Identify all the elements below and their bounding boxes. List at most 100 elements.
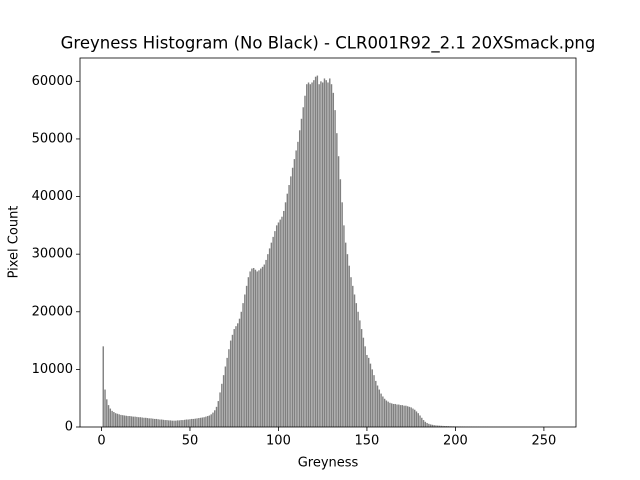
bar [321, 82, 324, 428]
bar [392, 403, 395, 427]
bar [185, 419, 188, 427]
bar [162, 419, 165, 427]
bar [314, 76, 317, 427]
bar [242, 303, 244, 427]
bar [435, 425, 437, 427]
bar [297, 141, 299, 428]
bar [104, 389, 106, 427]
bar [362, 337, 365, 427]
bar [311, 82, 313, 428]
bar [141, 417, 143, 427]
bar [341, 202, 343, 427]
y-tick-label: 10000 [32, 362, 73, 377]
bar [251, 268, 253, 427]
bar [440, 425, 442, 427]
bar [378, 389, 381, 427]
bar [367, 357, 370, 427]
bar [175, 420, 177, 427]
bar [390, 403, 393, 427]
bar [208, 415, 211, 427]
x-axis-label: Greyness [298, 456, 359, 471]
bar [330, 84, 333, 428]
bar [426, 422, 428, 427]
bar [191, 418, 193, 427]
bar [343, 225, 345, 427]
bar [286, 193, 289, 427]
bar [130, 416, 133, 427]
bar [260, 268, 262, 427]
x-tick-label: 50 [182, 434, 199, 449]
bar [111, 410, 113, 427]
bar [320, 81, 322, 427]
bar [275, 225, 278, 427]
bar [240, 311, 242, 427]
bar [302, 107, 304, 427]
bar [261, 266, 264, 427]
y-axis-label: Pixel Count [7, 206, 22, 279]
bar [449, 426, 451, 427]
bar [123, 415, 126, 427]
bar [396, 404, 398, 427]
bar [113, 412, 115, 427]
bar [346, 254, 349, 427]
bar [182, 420, 184, 427]
bar [300, 118, 303, 428]
bar [447, 426, 450, 427]
bar [298, 130, 301, 427]
bar [406, 406, 409, 427]
chart-title: Greyness Histogram (No Black) - CLR001R9… [61, 34, 596, 54]
bar [203, 417, 205, 427]
bar [194, 418, 196, 427]
bar [137, 417, 140, 427]
bar [226, 357, 228, 427]
bar [272, 236, 274, 427]
bar [348, 265, 350, 427]
bar [281, 216, 283, 427]
x-tick-label: 100 [266, 434, 291, 449]
bar [336, 133, 338, 427]
bar [344, 242, 347, 427]
bar [238, 318, 241, 427]
bar [428, 423, 430, 427]
bar [224, 366, 227, 427]
bar [136, 416, 138, 427]
bar [371, 369, 373, 427]
bar [229, 340, 232, 427]
bar [410, 407, 412, 427]
y-tick-label: 30000 [32, 247, 73, 262]
bar [157, 419, 159, 427]
bar [139, 417, 142, 427]
bar [187, 419, 189, 427]
bar [148, 418, 150, 427]
bar [228, 349, 230, 427]
bar [415, 411, 418, 427]
bar [102, 346, 104, 427]
bar [153, 418, 156, 427]
bar [206, 416, 209, 427]
bar [233, 329, 235, 427]
bar [437, 425, 439, 427]
bar [444, 426, 446, 427]
bar [210, 414, 212, 427]
bar [399, 405, 402, 427]
bar [355, 303, 358, 427]
bar [245, 285, 248, 427]
bar [438, 425, 441, 427]
bar [380, 393, 382, 427]
bar [408, 406, 411, 427]
bar [118, 414, 120, 427]
y-tick-label: 0 [65, 420, 73, 435]
bar [176, 420, 179, 427]
bar [304, 95, 306, 428]
bar [337, 156, 340, 427]
bar [171, 420, 173, 427]
x-tick-label: 0 [97, 434, 105, 449]
bar [376, 385, 379, 427]
bar [403, 405, 405, 427]
bar [116, 413, 119, 427]
bar [382, 396, 384, 427]
y-tick-label: 60000 [32, 74, 73, 89]
bar [274, 231, 276, 427]
bar [120, 414, 122, 427]
bar [417, 413, 419, 427]
